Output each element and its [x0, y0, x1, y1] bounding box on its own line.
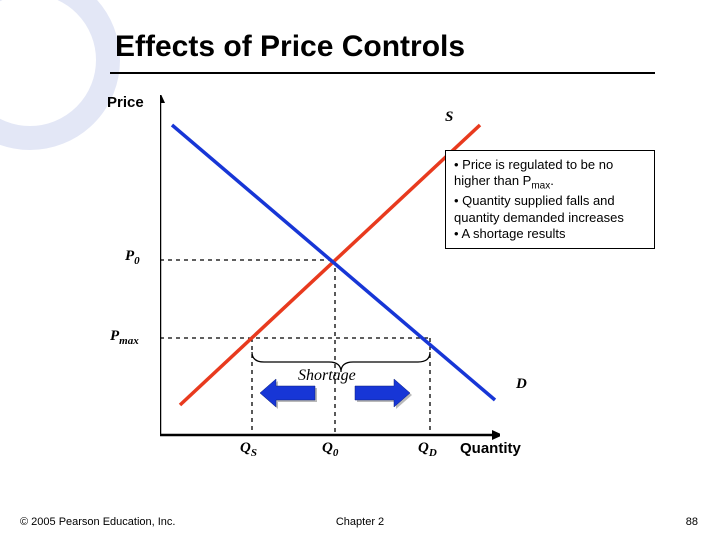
footer-page-number: 88: [686, 516, 698, 528]
qd-label: QD: [418, 440, 437, 459]
qs-label: QS: [240, 440, 257, 459]
slide-decor: [0, 0, 120, 150]
x-axis-label: Quantity: [460, 440, 521, 457]
pmax-label: Pmax: [110, 328, 139, 347]
slide-title: Effects of Price Controls: [115, 30, 465, 64]
q0-label: Q0: [322, 440, 338, 459]
supply-label: S: [445, 109, 453, 126]
bullet-1: • Price is regulated to be no higher tha…: [454, 157, 646, 193]
bullet-3: • A shortage results: [454, 226, 646, 242]
footer-chapter: Chapter 2: [0, 516, 720, 528]
y-axis-label: Price: [107, 94, 144, 111]
p0-label: P0: [125, 248, 140, 267]
shortage-label: Shortage: [298, 367, 356, 385]
bullet-2: • Quantity supplied falls and quantity d…: [454, 193, 646, 226]
title-underline: [110, 72, 655, 74]
demand-label: D: [516, 376, 527, 393]
callout-box: • Price is regulated to be no higher tha…: [445, 150, 655, 249]
